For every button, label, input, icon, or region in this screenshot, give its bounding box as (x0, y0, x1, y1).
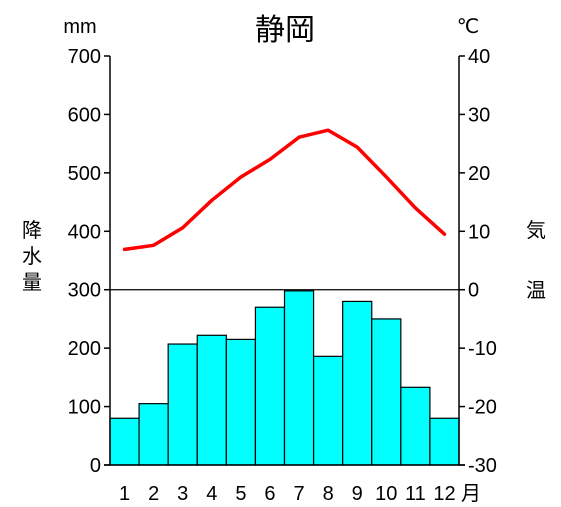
right-axis-label: 気温 (526, 218, 546, 302)
x-tick-label-11: 11 (405, 483, 426, 505)
temperature-point-9 (355, 145, 359, 149)
temperature-point-7 (297, 135, 301, 139)
precipitation-bar-3 (167, 343, 198, 466)
left-tick-label: 300 (68, 280, 101, 302)
right-tick-label: -20 (468, 397, 497, 419)
precipitation-bar-10 (371, 318, 402, 466)
left-tick-label: 700 (68, 46, 101, 68)
precipitation-bar-8 (312, 355, 344, 466)
left-tick-label: 400 (68, 221, 101, 243)
x-tick-label-12: 12 (433, 483, 455, 505)
temperature-point-5 (239, 175, 243, 179)
right-axis-label-char: 温 (526, 278, 546, 302)
right-tick-label: -30 (468, 455, 497, 477)
x-tick-label-5: 5 (235, 483, 246, 505)
temperature-point-10 (384, 175, 388, 179)
temperature-point-1 (123, 247, 127, 251)
left-axis-label: 降水量 (22, 218, 42, 294)
temperature-point-11 (413, 206, 417, 210)
x-tick-label-2: 2 (148, 483, 159, 505)
x-tick-label-6: 6 (264, 483, 275, 505)
x-tick-label-9: 9 (352, 483, 363, 505)
left-axis-unit: mm (63, 16, 96, 38)
right-axis-unit: ℃ (457, 16, 479, 38)
x-tick-label-1: 1 (119, 483, 130, 505)
left-tick-label: 500 (68, 163, 101, 185)
x-tick-label-4: 4 (206, 483, 217, 505)
temperature-point-3 (181, 226, 185, 230)
precipitation-bar-11 (400, 386, 431, 466)
axis-ticks: 0 100 200 300 400 500 600 700 -30 -20 -10 0 10 20 30 40… (68, 46, 497, 505)
temperature-point-12 (442, 232, 446, 236)
precipitation-bar-1 (109, 417, 140, 466)
x-tick-label-7: 7 (293, 483, 304, 505)
x-tick-label-8: 8 (323, 483, 334, 505)
x-axis-unit: 月 (461, 481, 481, 505)
left-axis-label-char: 降 (22, 218, 42, 242)
chart-title: 静岡 (255, 13, 315, 48)
left-tick-label: 0 (90, 455, 101, 477)
right-tick-label: 40 (468, 46, 490, 68)
axes (104, 56, 465, 466)
x-tick-label-3: 3 (177, 483, 188, 505)
precipitation-bar-4 (196, 334, 227, 466)
precipitation-bars (109, 290, 460, 466)
right-tick-label: -10 (468, 338, 497, 360)
right-tick-label: 20 (468, 163, 490, 185)
left-axis-label-char: 水 (22, 244, 42, 268)
temperature-point-4 (210, 198, 214, 202)
left-axis-label-char: 量 (22, 270, 42, 294)
right-tick-label: 30 (468, 104, 490, 126)
temperature-line-group (122, 128, 447, 252)
x-tick-label-10: 10 (375, 483, 397, 505)
precipitation-bar-7 (283, 290, 315, 466)
precipitation-bar-6 (254, 306, 286, 466)
temperature-point-8 (326, 128, 330, 132)
left-tick-label: 100 (68, 397, 101, 419)
precipitation-bar-12 (429, 417, 460, 466)
left-tick-label: 600 (68, 104, 101, 126)
temperature-line (122, 128, 447, 252)
right-tick-label: 10 (468, 221, 490, 243)
right-axis-label-char: 気 (526, 218, 546, 242)
precipitation-bar-5 (225, 338, 257, 466)
precipitation-bar-2 (138, 403, 169, 466)
temperature-point-2 (152, 243, 156, 247)
right-tick-label: 0 (468, 280, 479, 302)
left-tick-label: 200 (68, 338, 101, 360)
precipitation-bar-9 (342, 300, 373, 466)
temperature-point-6 (268, 157, 272, 161)
